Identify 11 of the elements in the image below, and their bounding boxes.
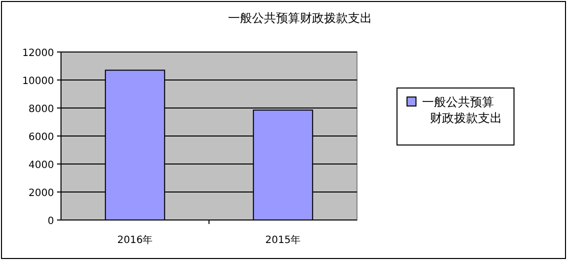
- y-tick-label: 4000: [28, 160, 54, 171]
- y-tick-label: 10000: [22, 76, 54, 87]
- chart-title: 一般公共预算财政拨款支出: [228, 11, 372, 25]
- y-tick-label: 6000: [28, 132, 54, 143]
- y-tick-label: 8000: [28, 104, 54, 115]
- y-tick-label: 12000: [22, 48, 54, 59]
- x-tick-label: 2015年: [265, 234, 301, 246]
- x-tick-label: 2016年: [117, 234, 153, 246]
- legend-label: 一般公共预算财政拨款支出: [422, 95, 502, 125]
- y-tick-label: 2000: [28, 188, 54, 199]
- y-tick-label: 0: [48, 216, 54, 227]
